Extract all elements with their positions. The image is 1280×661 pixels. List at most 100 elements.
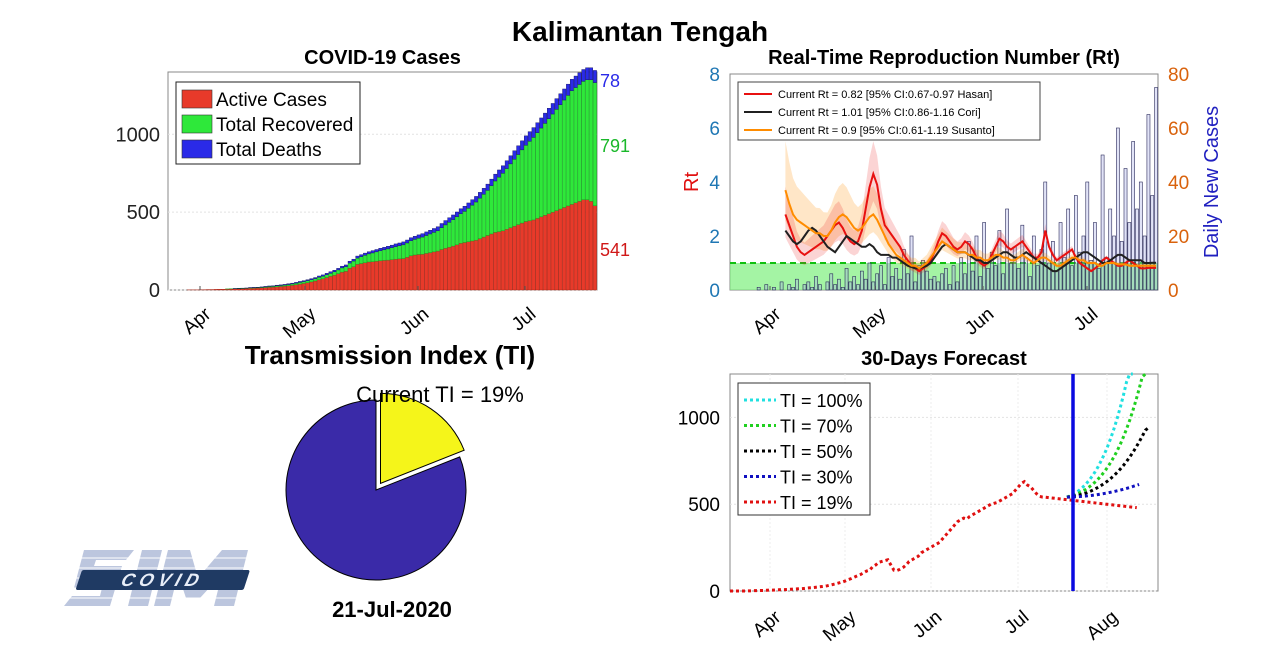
- cases-bar-deaths: [275, 284, 279, 286]
- cases-bar-active: [393, 258, 398, 291]
- cases-bar-recovered: [305, 280, 310, 283]
- cases-bar-deaths: [455, 211, 459, 218]
- rt-daily-bar: [837, 278, 841, 291]
- cases-bar-deaths: [539, 117, 544, 129]
- cases-bar-deaths: [554, 98, 559, 110]
- forecast-xtick-label: Apr: [749, 606, 786, 642]
- cases-bar-active: [470, 240, 475, 291]
- cases-bar-active: [569, 204, 574, 291]
- cases-bar-active: [539, 216, 544, 291]
- cases-bar-deaths: [370, 250, 375, 254]
- cases-bar-recovered: [313, 278, 318, 282]
- cases-bar-deaths: [462, 206, 467, 212]
- cases-bar-active: [305, 282, 310, 291]
- rt-daily-bar: [1005, 208, 1009, 291]
- rt-title: Real-Time Reproduction Number (Rt): [768, 47, 1120, 69]
- cases-bar-recovered: [447, 222, 452, 248]
- cases-bar-recovered: [462, 211, 467, 243]
- rt-ytick-right-label: 60: [1168, 119, 1189, 140]
- cases-bar-deaths: [389, 244, 394, 249]
- cases-bar-recovered: [458, 213, 463, 244]
- cases-bar-active: [332, 275, 337, 291]
- cases-bar-deaths: [520, 140, 525, 151]
- cases-bar-deaths: [382, 247, 387, 251]
- rt-daily-bar: [940, 273, 944, 291]
- cases-bar-active: [409, 255, 413, 291]
- cases-bar-active: [412, 254, 417, 291]
- cases-xtick-label: Jun: [396, 304, 433, 340]
- rt-daily-bar: [1127, 222, 1132, 291]
- ti-current-label: Current TI = 19%: [356, 382, 524, 407]
- rt-daily-bar: [1131, 141, 1135, 291]
- cases-bar-active: [458, 243, 463, 291]
- rt-daily-bar: [1066, 208, 1071, 291]
- cases-bar-active: [321, 278, 325, 291]
- rt-daily-bar: [1024, 257, 1028, 291]
- rt-daily-bar: [1150, 195, 1155, 291]
- cases-bar-recovered: [592, 82, 597, 206]
- rt-daily-bar: [1077, 251, 1082, 291]
- cases-bar-deaths: [470, 199, 475, 206]
- cases-bar-recovered: [435, 230, 440, 252]
- cases-bar-recovered: [455, 216, 459, 246]
- rt-daily-bar: [917, 265, 921, 291]
- cases-bar-recovered: [355, 257, 360, 265]
- rt-daily-bar: [1138, 181, 1143, 291]
- cases-bar-recovered: [321, 275, 325, 279]
- cases-bar-deaths: [485, 183, 490, 191]
- cases-legend-label: Total Recovered: [216, 115, 353, 136]
- cases-bar-active: [263, 287, 268, 291]
- cases-bar-deaths: [290, 282, 295, 285]
- cases-bar-active: [336, 273, 341, 291]
- rt-daily-bar: [1020, 224, 1025, 291]
- cases-end-label-active: 541: [600, 240, 630, 260]
- forecast-legend-box: [737, 382, 871, 516]
- cases-bar-deaths: [278, 284, 283, 286]
- cases-bar-recovered: [389, 247, 394, 260]
- cases-bar-deaths: [286, 283, 291, 285]
- forecast-legend-label: TI = 70%: [780, 417, 853, 437]
- cases-bar-deaths: [592, 70, 597, 83]
- rt-daily-bar: [993, 265, 998, 291]
- rt-daily-bar: [974, 235, 979, 291]
- cases-bar-recovered: [516, 154, 521, 225]
- cases-bar-recovered: [527, 141, 532, 221]
- cases-bar-deaths: [569, 79, 574, 91]
- cases-bar-deaths: [543, 112, 548, 124]
- cases-bar-recovered: [420, 236, 425, 255]
- cases-bar-active: [535, 218, 540, 291]
- cases-bar-active: [271, 286, 276, 291]
- rt-legend-label: Current Rt = 0.82 [95% CI:0.67-0.97 Hasa…: [778, 89, 992, 101]
- rt-daily-bar: [905, 273, 910, 291]
- cases-bar-active: [493, 232, 498, 291]
- cases-bar-recovered: [309, 279, 314, 283]
- cases-bar-active: [259, 287, 264, 291]
- cases-bar-recovered: [554, 109, 559, 211]
- rt-line-cori: [784, 226, 1157, 273]
- main-title: Kalimantan Tengah: [511, 16, 769, 47]
- cases-bar-active: [474, 239, 479, 291]
- cases-bar-active: [217, 289, 222, 291]
- cases-bar-deaths: [420, 233, 425, 238]
- rt-daily-bar: [806, 281, 811, 291]
- cases-legend-swatch: [181, 89, 213, 109]
- cases-bar-deaths: [343, 264, 348, 267]
- ti-title: Transmission Index (TI): [244, 340, 536, 370]
- cases-bar-recovered: [489, 185, 494, 235]
- cases-bar-active: [592, 205, 597, 291]
- cases-bar-active: [244, 288, 249, 291]
- rt-daily-bar: [1001, 273, 1006, 291]
- cases-bar-active: [317, 279, 322, 291]
- cases-bar-active: [340, 271, 345, 291]
- sim-covid-logo: COVID: [64, 550, 264, 606]
- rt-daily-bar: [894, 268, 899, 291]
- forecast-xtick-label: May: [819, 606, 860, 645]
- rt-legend-box: [737, 81, 1041, 141]
- cases-bar-active: [516, 224, 521, 291]
- cases-bar-deaths: [508, 155, 513, 165]
- cases-bar-recovered: [397, 245, 402, 260]
- cases-bar-active: [286, 285, 291, 291]
- cases-bar-recovered: [504, 168, 509, 230]
- rt-daily-bar: [955, 281, 960, 291]
- cases-bar-deaths: [577, 72, 582, 85]
